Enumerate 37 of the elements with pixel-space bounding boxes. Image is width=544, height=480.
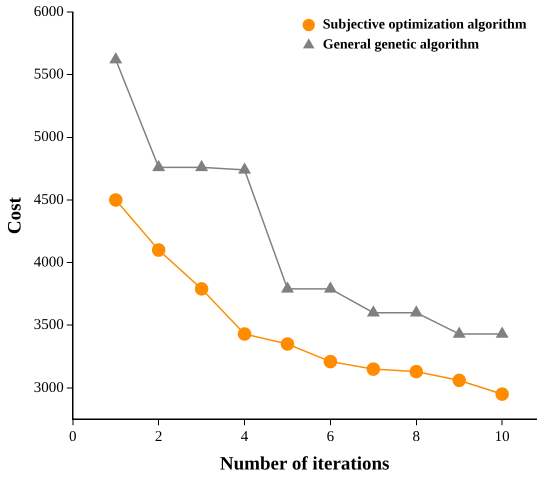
point: [238, 163, 250, 174]
point: [152, 160, 165, 172]
legend-label: General genetic algorithm: [322, 38, 480, 53]
point: [367, 306, 380, 316]
x-tick-label: 2: [154, 429, 162, 446]
y-tick-label: 4500: [34, 192, 64, 208]
y-tick-label: 5000: [34, 129, 64, 146]
point: [196, 160, 208, 172]
point: [152, 243, 166, 257]
point: [453, 327, 466, 338]
point: [366, 362, 380, 376]
point: [410, 306, 422, 316]
x-tick-label: 8: [412, 429, 420, 446]
point: [495, 387, 509, 401]
point: [324, 282, 336, 293]
x-axis-title: Number of iterations: [220, 454, 390, 475]
point: [110, 52, 122, 64]
x-tick-label: 4: [240, 429, 249, 446]
point: [238, 327, 252, 341]
y-axis-title: Cost: [4, 196, 26, 234]
y-tick-label: 6000: [34, 4, 64, 20]
y-tick-label: 3000: [34, 380, 64, 396]
legend-label: Subjective optimization algorithm: [322, 18, 527, 33]
y-tick-label: 3500: [34, 317, 64, 334]
point: [194, 282, 208, 296]
x-tick-label: 10: [494, 429, 510, 446]
y-tick-label: 5500: [34, 66, 64, 83]
point: [496, 327, 508, 338]
point: [282, 282, 294, 293]
point: [324, 354, 338, 368]
x-tick-label: 6: [326, 429, 335, 446]
x-tick-label: 0: [69, 429, 77, 446]
point: [452, 374, 466, 388]
point: [280, 337, 294, 351]
point: [410, 364, 424, 378]
y-tick-label: 4000: [34, 254, 64, 271]
point: [108, 193, 122, 207]
